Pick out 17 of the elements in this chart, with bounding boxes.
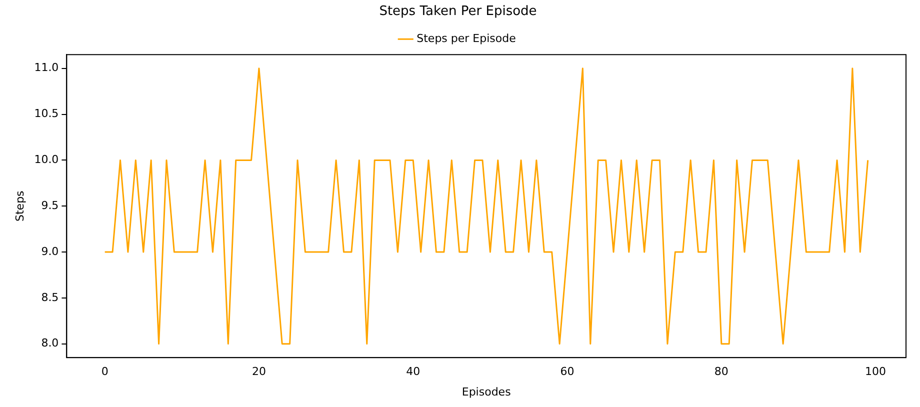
y-tick-label: 10.5: [34, 107, 59, 120]
x-tick-label: 100: [865, 365, 886, 378]
y-tick-label: 11.0: [34, 61, 59, 74]
x-tick-label: 80: [714, 365, 728, 378]
legend-label: Steps per Episode: [416, 32, 516, 45]
x-tick-label: 0: [101, 365, 108, 378]
x-axis-title: Episodes: [462, 385, 512, 398]
x-tick-label: 60: [560, 365, 574, 378]
y-tick-label: 8.0: [41, 336, 59, 350]
chart-title: Steps Taken Per Episode: [379, 4, 537, 20]
y-tick-label: 9.5: [41, 198, 59, 212]
y-axis-title: Steps: [13, 190, 26, 222]
x-tick-label: 20: [252, 365, 266, 378]
y-tick-label: 9.0: [41, 244, 59, 258]
y-tick-label: 10.0: [34, 153, 59, 166]
x-tick-label: 40: [406, 365, 420, 378]
y-tick-label: 8.5: [41, 290, 59, 304]
